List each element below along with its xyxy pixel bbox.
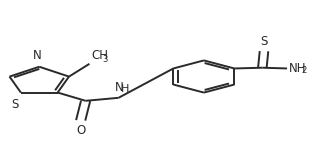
Text: H: H: [121, 84, 129, 94]
Text: S: S: [260, 35, 268, 48]
Text: CH: CH: [91, 49, 108, 62]
Text: O: O: [76, 124, 85, 137]
Text: 2: 2: [301, 66, 306, 75]
Text: NH: NH: [289, 62, 306, 75]
Text: S: S: [11, 98, 19, 111]
Text: 3: 3: [102, 55, 107, 64]
Text: N: N: [33, 49, 42, 62]
Text: N: N: [115, 81, 123, 94]
